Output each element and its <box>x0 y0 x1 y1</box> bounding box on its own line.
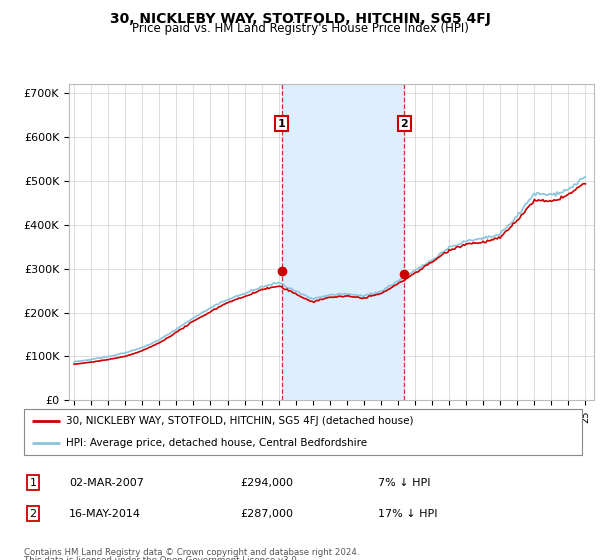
Text: Contains HM Land Registry data © Crown copyright and database right 2024.: Contains HM Land Registry data © Crown c… <box>24 548 359 557</box>
Text: HPI: Average price, detached house, Central Bedfordshire: HPI: Average price, detached house, Cent… <box>66 438 367 448</box>
Text: 17% ↓ HPI: 17% ↓ HPI <box>378 508 437 519</box>
Text: 1: 1 <box>29 478 37 488</box>
Text: 2: 2 <box>400 119 408 129</box>
Text: £294,000: £294,000 <box>240 478 293 488</box>
Text: 02-MAR-2007: 02-MAR-2007 <box>69 478 144 488</box>
FancyBboxPatch shape <box>24 409 582 455</box>
Text: 2: 2 <box>29 508 37 519</box>
Text: 7% ↓ HPI: 7% ↓ HPI <box>378 478 431 488</box>
Text: 1: 1 <box>278 119 286 129</box>
Bar <box>281 84 404 400</box>
Text: 30, NICKLEBY WAY, STOTFOLD, HITCHIN, SG5 4FJ: 30, NICKLEBY WAY, STOTFOLD, HITCHIN, SG5… <box>110 12 490 26</box>
Text: This data is licensed under the Open Government Licence v3.0.: This data is licensed under the Open Gov… <box>24 556 299 560</box>
Text: 30, NICKLEBY WAY, STOTFOLD, HITCHIN, SG5 4FJ (detached house): 30, NICKLEBY WAY, STOTFOLD, HITCHIN, SG5… <box>66 416 413 426</box>
Text: £287,000: £287,000 <box>240 508 293 519</box>
Text: 16-MAY-2014: 16-MAY-2014 <box>69 508 141 519</box>
Text: Price paid vs. HM Land Registry's House Price Index (HPI): Price paid vs. HM Land Registry's House … <box>131 22 469 35</box>
